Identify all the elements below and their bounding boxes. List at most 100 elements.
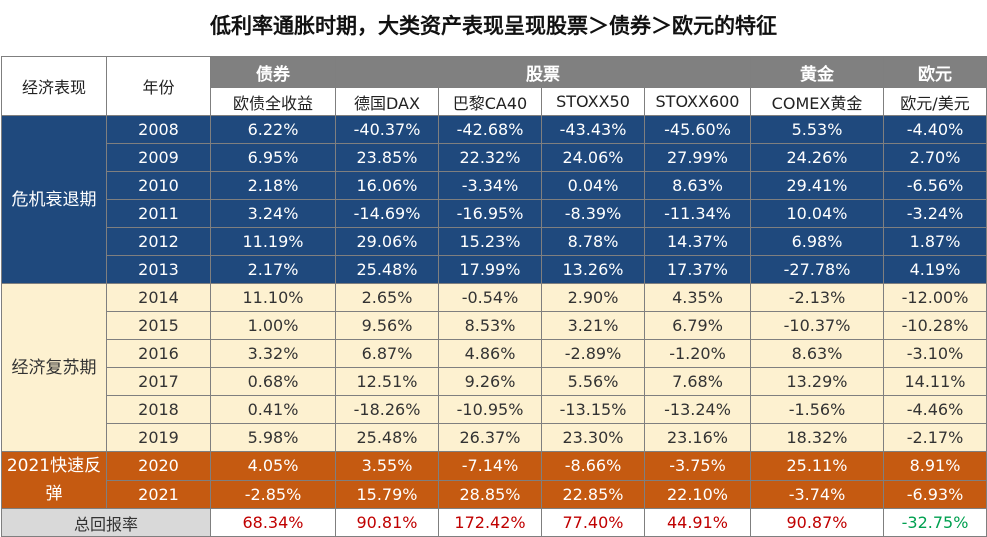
cell: -8.66% xyxy=(541,451,645,481)
cell: 14.37% xyxy=(644,227,751,256)
cell: -3.24% xyxy=(883,199,987,228)
table-row: 2018 0.41% -18.26% -10.95% -13.15% -13.2… xyxy=(2,395,987,424)
cell: 12.51% xyxy=(335,367,439,396)
header-sub: 欧债全收益 xyxy=(210,87,336,116)
cell: -10.28% xyxy=(883,311,987,340)
cell: -12.00% xyxy=(883,283,987,312)
cell: 8.91% xyxy=(883,451,987,481)
cell: 27.99% xyxy=(644,143,751,172)
cell: -4.40% xyxy=(883,115,987,144)
cell: -3.74% xyxy=(750,479,884,509)
cell: 2015 xyxy=(106,311,211,340)
cell: -27.78% xyxy=(750,255,884,284)
cell: -14.69% xyxy=(335,199,439,228)
cell: 23.30% xyxy=(541,423,645,452)
cell: -2.13% xyxy=(750,283,884,312)
header-group-bonds: 债券 xyxy=(210,56,336,88)
table-row: 2021 -2.85% 15.79% 28.85% 22.85% 22.10% … xyxy=(2,479,987,509)
cell: 3.24% xyxy=(210,199,336,228)
cell: -2.89% xyxy=(541,339,645,368)
total-value: 44.91% xyxy=(644,508,751,537)
cell: 15.23% xyxy=(438,227,542,256)
cell: -6.93% xyxy=(883,479,987,509)
cell: 25.11% xyxy=(750,451,884,481)
cell: 0.68% xyxy=(210,367,336,396)
total-value: -32.75% xyxy=(883,508,987,537)
cell: 2013 xyxy=(106,255,211,284)
cell: 24.06% xyxy=(541,143,645,172)
cell: 1.87% xyxy=(883,227,987,256)
cell: 28.85% xyxy=(438,479,542,509)
cell: 2009 xyxy=(106,143,211,172)
cell: -3.75% xyxy=(644,451,751,481)
cell: -3.34% xyxy=(438,171,542,200)
cell: 13.26% xyxy=(541,255,645,284)
header-sub: STOXX600 xyxy=(644,87,751,116)
table-row: 2010 2.18% 16.06% -3.34% 0.04% 8.63% 29.… xyxy=(2,171,987,200)
cell: -4.46% xyxy=(883,395,987,424)
cell: 13.29% xyxy=(750,367,884,396)
cell: -42.68% xyxy=(438,115,542,144)
cell: 2.17% xyxy=(210,255,336,284)
cell: -3.10% xyxy=(883,339,987,368)
cell: 10.04% xyxy=(750,199,884,228)
cell: 29.06% xyxy=(335,227,439,256)
cell: -45.60% xyxy=(644,115,751,144)
total-value: 172.42% xyxy=(438,508,542,537)
cell: 3.21% xyxy=(541,311,645,340)
cell: 17.37% xyxy=(644,255,751,284)
total-value: 90.87% xyxy=(750,508,884,537)
cell: -8.39% xyxy=(541,199,645,228)
cell: -6.56% xyxy=(883,171,987,200)
cell: 0.04% xyxy=(541,171,645,200)
total-value: 77.40% xyxy=(541,508,645,537)
cell: 16.06% xyxy=(335,171,439,200)
cell: 2019 xyxy=(106,423,211,452)
cell: -13.15% xyxy=(541,395,645,424)
cell: -7.14% xyxy=(438,451,542,481)
cell: 7.68% xyxy=(644,367,751,396)
table-row: 2011 3.24% -14.69% -16.95% -8.39% -11.34… xyxy=(2,199,987,228)
table-row: 2019 5.98% 25.48% 26.37% 23.30% 23.16% 1… xyxy=(2,423,987,452)
cell: 2012 xyxy=(106,227,211,256)
phase-crisis: 危机衰退期 xyxy=(1,115,107,284)
table-row: 经济复苏期 2014 11.10% 2.65% -0.54% 2.90% 4.3… xyxy=(1,283,987,452)
cell: 2.90% xyxy=(541,283,645,312)
table-row: 2021快速反弹 2020 4.05% 3.55% -7.14% -8.66% … xyxy=(1,451,987,509)
phase-recovery: 经济复苏期 xyxy=(1,283,107,452)
cell: 2018 xyxy=(106,395,211,424)
cell: 17.99% xyxy=(438,255,542,284)
header-group-gold: 黄金 xyxy=(750,56,884,88)
total-value: 68.34% xyxy=(210,508,336,537)
cell: 2.18% xyxy=(210,171,336,200)
cell: 23.85% xyxy=(335,143,439,172)
cell: 2017 xyxy=(106,367,211,396)
cell: 5.56% xyxy=(541,367,645,396)
cell: 2008 xyxy=(106,115,211,144)
cell: 9.56% xyxy=(335,311,439,340)
cell: 2010 xyxy=(106,171,211,200)
cell: 29.41% xyxy=(750,171,884,200)
cell: 22.32% xyxy=(438,143,542,172)
cell: 3.32% xyxy=(210,339,336,368)
cell: 4.19% xyxy=(883,255,987,284)
cell: -40.37% xyxy=(335,115,439,144)
cell: 2011 xyxy=(106,199,211,228)
cell: 9.26% xyxy=(438,367,542,396)
cell: -2.85% xyxy=(210,479,336,509)
total-label: 总回报率 xyxy=(1,508,211,537)
cell: 22.85% xyxy=(541,479,645,509)
cell: 14.11% xyxy=(883,367,987,396)
cell: 22.10% xyxy=(644,479,751,509)
cell: 26.37% xyxy=(438,423,542,452)
cell: 2.70% xyxy=(883,143,987,172)
header-sub: 巴黎CA40 xyxy=(438,87,542,116)
cell: 4.86% xyxy=(438,339,542,368)
cell: -0.54% xyxy=(438,283,542,312)
cell: -10.37% xyxy=(750,311,884,340)
total-row: 总回报率 68.34% 90.81% 172.42% 77.40% 44.91%… xyxy=(1,508,987,537)
cell: 25.48% xyxy=(335,255,439,284)
header-sub: 德国DAX xyxy=(335,87,439,116)
cell: 3.55% xyxy=(335,451,439,481)
cell: -13.24% xyxy=(644,395,751,424)
